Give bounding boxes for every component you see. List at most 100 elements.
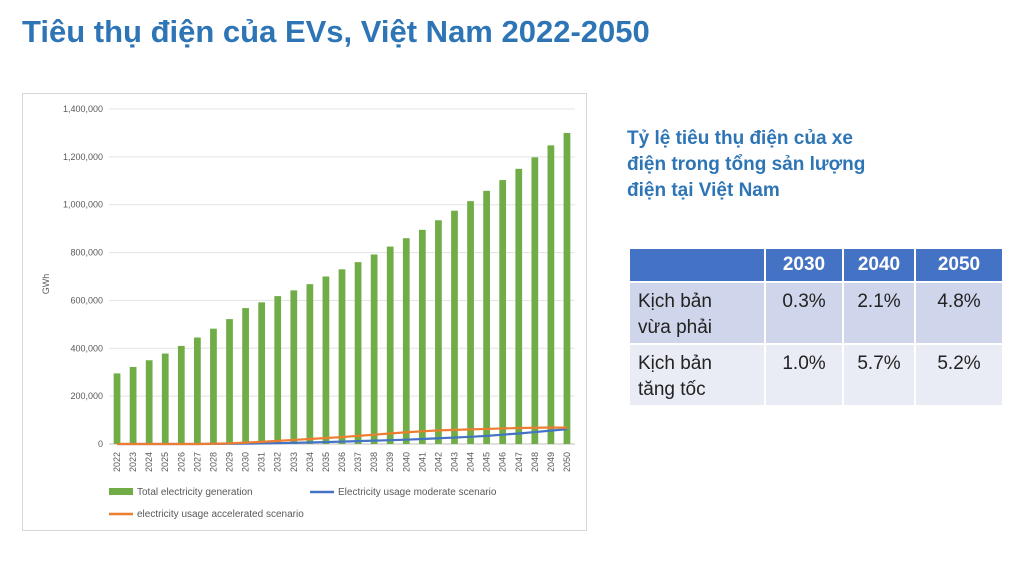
- x-tick-label: 2035: [321, 452, 331, 472]
- page-title: Tiêu thụ điện của EVs, Việt Nam 2022-205…: [22, 14, 650, 49]
- bar: [515, 168, 523, 445]
- y-tick-label: 400,000: [70, 343, 103, 353]
- x-tick-label: 2041: [417, 452, 427, 472]
- x-tick-label: 2042: [433, 452, 443, 472]
- label-line: Kịch bản: [638, 353, 712, 374]
- y-axis-ticks: 0 200,000 400,000 600,000 800,000 1,000,000 1,…: [63, 104, 103, 449]
- bar: [242, 308, 249, 444]
- bar: [113, 373, 121, 444]
- y-axis-label: GWh: [41, 274, 51, 295]
- x-tick-label: 2038: [369, 452, 379, 472]
- table-header-row: 2030 2040 2050: [630, 249, 1002, 281]
- bar: [274, 296, 282, 444]
- x-tick-label: 2036: [337, 452, 347, 472]
- x-tick-label: 2037: [353, 452, 363, 472]
- table-row-label: Kịch bản tăng tốc: [630, 345, 764, 405]
- x-axis-ticks: 2022 2023 2024 2025 2026 2027 2028 2029 2030 2031…: [112, 452, 572, 472]
- x-tick-label: 2049: [546, 452, 556, 472]
- y-tick-label: 200,000: [70, 391, 103, 401]
- y-tick-label: 600,000: [70, 295, 103, 305]
- x-tick-label: 2033: [289, 452, 299, 472]
- y-tick-label: 800,000: [70, 248, 103, 258]
- chart-container: 0 200,000 400,000 600,000 800,000 1,000,000 1,…: [22, 93, 587, 531]
- label-line: vừa phải: [638, 317, 712, 338]
- legend-label: Total electricity generation: [137, 487, 253, 498]
- bar: [547, 145, 555, 444]
- x-tick-label: 2044: [466, 452, 476, 472]
- x-tick-label: 2046: [498, 452, 508, 472]
- line-series: [117, 426, 568, 446]
- bar: [386, 246, 394, 444]
- bar: [210, 328, 217, 444]
- label-line: Kịch bản: [638, 291, 712, 312]
- bar: [129, 366, 137, 444]
- x-tick-label: 2039: [385, 452, 395, 472]
- bar-series: [113, 132, 571, 445]
- bar: [451, 210, 458, 444]
- x-tick-label: 2032: [273, 452, 283, 472]
- bar: [483, 190, 490, 444]
- bar: [258, 302, 266, 444]
- table-row: Kịch bản tăng tốc 1.0% 5.7% 5.2%: [630, 345, 1002, 405]
- x-tick-label: 2034: [305, 452, 315, 472]
- side-heading: Tỷ lệ tiêu thụ điện của xe điện trong tổ…: [627, 126, 927, 204]
- table-cell: 0.3%: [766, 283, 842, 343]
- y-tick-label: 0: [98, 439, 103, 449]
- bar: [467, 201, 474, 444]
- y-tick-label: 1,000,000: [63, 200, 103, 210]
- table-header-cell: 2050: [916, 249, 1002, 281]
- bar: [354, 262, 362, 444]
- table-cell: 5.7%: [844, 345, 914, 405]
- bar: [226, 319, 233, 444]
- x-tick-label: 2023: [128, 452, 138, 472]
- bar: [290, 290, 298, 444]
- bar: [338, 269, 346, 444]
- side-heading-line: điện trong tổng sản lượng: [627, 154, 866, 175]
- x-tick-label: 2048: [530, 452, 540, 472]
- x-tick-label: 2022: [112, 452, 122, 472]
- table-row-label: Kịch bản vừa phải: [630, 283, 764, 343]
- series-line: [117, 426, 567, 446]
- bar: [145, 360, 153, 444]
- bar: [194, 337, 201, 444]
- bar: [177, 345, 185, 444]
- ev-ratio-table: 2030 2040 2050 Kịch bản vừa phải 0.3% 2.…: [628, 247, 1004, 407]
- bar: [499, 180, 507, 444]
- table-cell: 4.8%: [916, 283, 1002, 343]
- side-heading-line: điện tại Việt Nam: [627, 180, 780, 201]
- x-tick-label: 2029: [225, 452, 235, 472]
- legend-label: electricity usage accelerated scenario: [137, 509, 304, 520]
- bar: [370, 254, 378, 444]
- x-tick-label: 2025: [160, 452, 170, 472]
- legend-swatch: [109, 488, 133, 495]
- bar: [322, 276, 330, 444]
- bar: [161, 353, 169, 444]
- x-tick-label: 2043: [449, 452, 459, 472]
- ev-electricity-chart: 0 200,000 400,000 600,000 800,000 1,000,000 1,…: [41, 104, 575, 520]
- x-tick-label: 2027: [192, 452, 202, 472]
- x-tick-label: 2031: [257, 452, 267, 472]
- x-tick-label: 2028: [208, 452, 218, 472]
- bar: [306, 284, 314, 444]
- y-tick-label: 1,400,000: [63, 104, 103, 114]
- bar: [402, 238, 410, 444]
- x-tick-label: 2024: [144, 452, 154, 472]
- table-cell: 5.2%: [916, 345, 1002, 405]
- x-tick-label: 2030: [241, 452, 251, 472]
- x-tick-label: 2045: [482, 452, 492, 472]
- bar: [563, 132, 571, 444]
- table-row: Kịch bản vừa phải 0.3% 2.1% 4.8%: [630, 283, 1002, 343]
- side-heading-line: Tỷ lệ tiêu thụ điện của xe: [627, 128, 853, 149]
- chart-legend: Total electricity generation Electricity …: [109, 487, 497, 520]
- y-tick-label: 1,200,000: [63, 152, 103, 162]
- legend-label: Electricity usage moderate scenario: [338, 487, 497, 498]
- x-tick-label: 2050: [562, 452, 572, 472]
- bar: [531, 157, 539, 445]
- table-cell: 2.1%: [844, 283, 914, 343]
- label-line: tăng tốc: [638, 379, 706, 400]
- bar: [435, 220, 442, 444]
- table-header-cell: 2040: [844, 249, 914, 281]
- x-tick-label: 2040: [401, 452, 411, 472]
- x-tick-label: 2026: [176, 452, 186, 472]
- x-tick-label: 2047: [514, 452, 524, 472]
